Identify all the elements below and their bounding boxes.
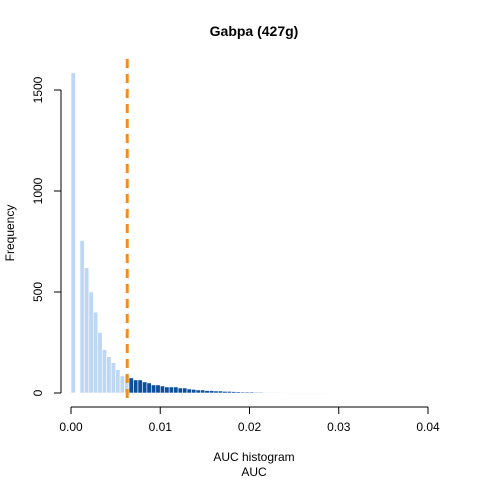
x-tick-label: 0.01 [149,420,173,434]
histogram-bar [226,391,232,394]
histogram-bar [186,388,192,394]
histogram-bar [320,392,326,394]
histogram-bar [316,392,322,394]
histogram-bar [280,392,286,394]
histogram-bar [217,390,224,394]
histogram-bar [84,267,90,394]
histogram-bar [195,389,201,394]
axes: 0 500 1000 1500 0.00 0.01 0.02 0.03 0.04 [31,76,440,434]
histogram-bar [258,391,264,394]
histogram-bar [342,392,348,394]
histogram-bar [423,392,429,394]
histogram-bar [115,369,121,394]
histogram-bar [204,390,210,394]
x-tick-label: 0.04 [416,420,440,434]
histogram-bar [333,392,340,394]
chart-title: Gabpa (427g) [210,23,299,39]
x-axis-subtitle: AUC histogram [213,450,294,464]
histogram-bar [284,392,290,394]
histogram-bar [396,392,402,394]
histogram-bar [240,391,246,394]
histogram-bar [155,384,161,394]
histogram-bar [391,392,398,394]
histogram-bar [351,392,357,394]
histogram-bar [93,311,99,394]
histogram-bar [289,392,295,394]
x-tick-label: 0.03 [327,420,351,434]
histogram-bar [79,240,85,394]
histogram-bar [378,392,384,394]
histogram-bar [374,392,380,394]
histogram-bar [177,387,183,394]
histogram-bar [365,392,371,394]
histogram-bar [200,389,206,394]
histogram-bar [432,392,438,394]
histogram-bar [110,362,116,394]
histogram-bar [325,392,331,394]
histogram-bars [70,72,438,394]
histogram-bar [222,391,228,394]
histogram-bar [173,386,179,394]
histogram-bar [142,381,148,394]
histogram-bar [151,384,157,394]
histogram-bar [209,390,215,394]
histogram-bar [302,392,308,394]
histogram-bar [128,377,134,394]
histogram-bar [70,72,76,394]
x-axis-label: AUC [241,465,267,479]
histogram-bar [119,375,125,394]
histogram-bar [418,392,424,394]
histogram-bar [347,392,353,394]
y-tick-label: 0 [31,389,45,396]
y-tick-label: 1500 [31,76,45,103]
histogram-bar [329,392,335,394]
y-tick-label: 500 [31,282,45,302]
histogram-bar [146,382,152,394]
histogram-bar [262,392,268,394]
histogram-bar [249,391,255,394]
histogram-bar [369,392,375,394]
histogram-bar [101,349,108,394]
histogram-bar [338,392,344,394]
x-tick-label: 0.00 [59,420,83,434]
histogram-bar [137,379,143,394]
histogram-bar [383,392,389,394]
histogram-bar [356,392,362,394]
histogram-bar [244,391,250,394]
histogram-bar [293,392,299,394]
histogram-bar [387,392,393,394]
histogram-bar [133,379,139,394]
histogram-bar [191,389,197,394]
histogram-bar [213,390,219,394]
histogram-bar [106,356,112,394]
y-tick-label: 1000 [31,177,45,204]
histogram-bar [427,392,433,394]
histogram-bar [182,387,188,394]
histogram-bar [414,392,420,394]
histogram-bar [159,385,166,394]
histogram-bar [168,386,174,394]
histogram-bar [164,386,170,394]
histogram-bar [271,392,277,394]
histogram-bar [307,392,313,394]
histogram-bar [231,391,237,394]
histogram-bar [405,392,411,394]
histogram-bar [400,392,406,394]
histogram-bar [298,392,304,394]
histogram-bar [311,392,317,394]
histogram-bar [360,392,366,394]
histogram-bar [275,392,282,394]
y-axis-label: Frequency [3,205,17,262]
histogram-bar [235,391,241,394]
x-tick-label: 0.02 [238,420,262,434]
histogram-bar [253,391,259,394]
histogram-bar [267,392,273,394]
histogram-bar [409,392,415,394]
histogram-bar [97,332,103,394]
histogram-bar [88,291,94,394]
